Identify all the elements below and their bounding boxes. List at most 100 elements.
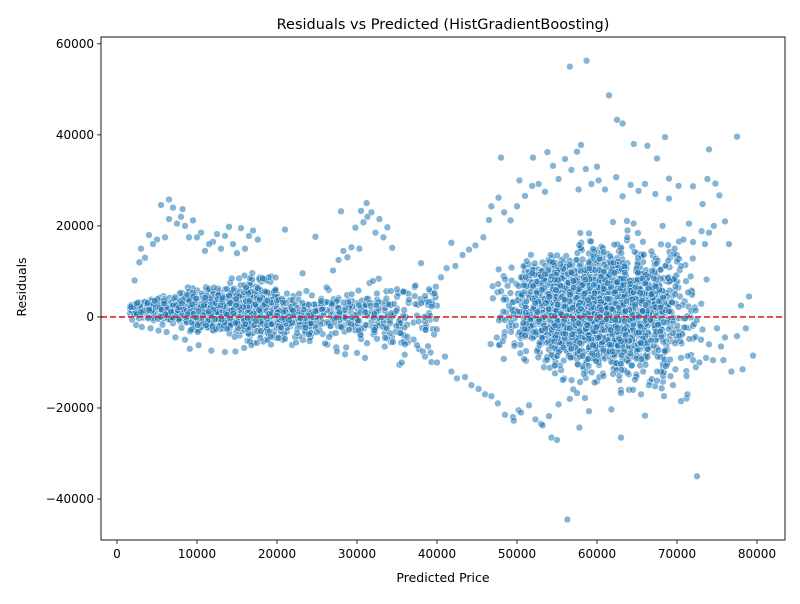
- scatter-point: [581, 394, 589, 402]
- scatter-point: [359, 218, 368, 226]
- scatter-point: [133, 299, 141, 307]
- scatter-point: [187, 326, 195, 334]
- scatter-point: [666, 277, 674, 285]
- scatter-point: [585, 258, 593, 266]
- scatter-point: [516, 349, 524, 357]
- scatter-point: [507, 263, 516, 272]
- scatter-point: [623, 217, 631, 225]
- scatter-point: [521, 192, 529, 200]
- scatter-point: [337, 323, 346, 331]
- scatter-point: [292, 338, 300, 347]
- scatter-point: [520, 281, 528, 289]
- scatter-point: [671, 365, 680, 373]
- scatter-point: [622, 297, 631, 305]
- scatter-point: [698, 325, 707, 334]
- scatter-point: [354, 326, 363, 335]
- scatter-point: [630, 140, 638, 148]
- scatter-point: [567, 166, 576, 174]
- scatter-point: [345, 326, 353, 334]
- scatter-point: [577, 267, 585, 275]
- scatter-point: [583, 321, 591, 329]
- scatter-point: [637, 339, 645, 347]
- scatter-point: [535, 315, 543, 324]
- scatter-point: [194, 341, 203, 349]
- scatter-point: [506, 289, 515, 297]
- scatter-point: [254, 235, 262, 244]
- scatter-point: [568, 330, 576, 339]
- scatter-point: [657, 240, 665, 248]
- scatter-point: [585, 334, 593, 343]
- scatter-point: [157, 201, 165, 209]
- scatter-point: [213, 230, 221, 238]
- scatter-point: [342, 343, 350, 352]
- scatter-point: [715, 191, 724, 200]
- scatter-point: [717, 342, 725, 351]
- scatter-point: [613, 278, 621, 286]
- scatter-point: [231, 333, 239, 341]
- scatter-point: [721, 217, 729, 226]
- scatter-point: [641, 180, 649, 188]
- scatter-point: [243, 314, 252, 322]
- scatter-point: [363, 339, 371, 347]
- scatter-point: [271, 273, 280, 282]
- scatter-point: [552, 286, 560, 294]
- scatter-point: [702, 275, 711, 284]
- scatter-point: [590, 281, 598, 289]
- scatter-point: [538, 421, 547, 429]
- scatter-point: [563, 515, 572, 524]
- scatter-point: [573, 249, 582, 257]
- scatter-point: [231, 347, 240, 356]
- scatter-point: [527, 251, 535, 259]
- scatter-point: [296, 314, 305, 322]
- scatter-point: [580, 312, 589, 320]
- scatter-point: [578, 281, 586, 289]
- scatter-point: [693, 316, 701, 324]
- scatter-point: [573, 148, 581, 156]
- scatter-point: [604, 295, 612, 303]
- scatter-point: [666, 355, 674, 364]
- scatter-point: [277, 323, 285, 331]
- scatter-point: [197, 229, 205, 237]
- scatter-point: [525, 401, 533, 409]
- x-tick-label: 50000: [498, 547, 536, 561]
- scatter-point: [512, 321, 520, 330]
- scatter-point: [640, 251, 648, 259]
- scatter-point: [348, 290, 356, 298]
- scatter-point: [670, 245, 679, 253]
- scatter-point: [745, 292, 753, 301]
- scatter-point: [509, 310, 518, 318]
- x-tick-label: 80000: [738, 547, 776, 561]
- scatter-point: [541, 188, 549, 196]
- scatter-point: [698, 200, 707, 208]
- scatter-point: [165, 215, 173, 223]
- scatter-point: [749, 351, 757, 360]
- scatter-point: [545, 412, 553, 420]
- scatter-point: [641, 412, 649, 420]
- scatter-point: [252, 317, 260, 325]
- scatter-point: [675, 332, 683, 340]
- x-tick-label: 10000: [178, 547, 216, 561]
- scatter-point: [701, 240, 709, 248]
- scatter-point: [610, 240, 618, 249]
- scatter-point: [721, 333, 729, 342]
- scatter-point: [178, 205, 187, 213]
- scatter-point: [232, 295, 240, 303]
- scatter-point: [392, 307, 401, 315]
- x-tick-label: 70000: [658, 547, 696, 561]
- scatter-point: [702, 354, 710, 362]
- scatter-point: [130, 276, 139, 285]
- scatter-point: [261, 287, 269, 296]
- scatter-point: [727, 367, 736, 376]
- scatter-point: [671, 339, 679, 347]
- scatter-point: [578, 352, 586, 360]
- x-tick-label: 60000: [578, 547, 616, 561]
- scatter-point: [513, 202, 521, 210]
- scatter-point: [612, 173, 620, 181]
- scatter-point: [653, 259, 661, 267]
- scatter-point: [619, 281, 627, 289]
- scatter-point: [510, 342, 519, 350]
- scatter-point: [308, 291, 316, 300]
- scatter-point: [639, 367, 647, 376]
- scatter-point: [237, 224, 245, 232]
- scatter-point: [355, 301, 363, 309]
